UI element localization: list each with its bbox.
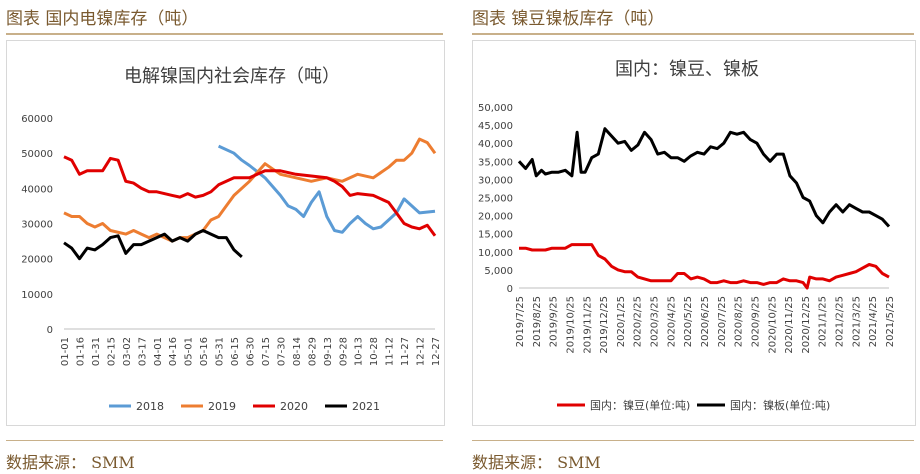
x-tick-label: 2020/10/25 [767,296,778,354]
x-tick-label: 06-15 [230,337,241,366]
y-tick-label: 0 [507,284,513,295]
y-tick-label: 50,000 [478,103,513,114]
legend-label: 国内：镍板(单位:吨) [730,398,830,412]
y-tick-label: 10000 [21,290,53,301]
legend-label: 2018 [136,400,164,413]
x-tick-label: 09-28 [338,337,349,366]
y-tick-label: 5,000 [484,266,513,277]
x-tick-label: 05-16 [199,337,210,366]
x-tick-label: 01-16 [75,337,86,366]
x-tick-label: 01-31 [91,337,102,366]
x-tick-label: 2021/4/25 [868,296,879,347]
legend-label: 国内：镍豆(单位:吨) [590,398,690,412]
x-tick-label: 04-01 [153,337,164,366]
y-tick-label: 20,000 [478,212,513,223]
x-tick-label: 2020/1/25 [616,296,627,347]
legend-label: 2020 [280,400,308,413]
y-tick-label: 40000 [21,184,53,195]
x-tick-label: 10-28 [369,337,380,366]
y-tick-label: 50000 [21,149,53,160]
x-tick-label: 05-31 [215,337,226,366]
y-tick-label: 20000 [21,255,53,266]
series-line-2020 [63,155,437,237]
left-chart-frame: 电解镍国内社会库存（吨） 0 10000 20000 30000 40000 50000 60… [6,40,445,426]
y-tick-label: 60000 [21,114,53,125]
y-tick-label: 40,000 [478,139,513,150]
x-tick-label: 2020/7/25 [717,296,728,347]
x-tick-label: 12-12 [416,337,427,366]
chart-title: 国内：镍豆、镍板 [615,59,759,80]
x-tick-label: 03-17 [137,337,148,366]
x-tick-label: 2020/9/25 [750,296,761,347]
x-tick-label: 05-01 [184,337,195,366]
y-tick-label: 30,000 [478,175,513,186]
y-tick-label: 45,000 [478,121,513,132]
beans-plates-chart: 国内：镍豆、镍板 0 5,000 10,000 15,000 20,000 25,000 30… [478,59,896,412]
series-line-国内：镍板(单位:吨) [517,127,891,228]
y-tick-label: 25,000 [478,194,513,205]
y-tick-label: 0 [47,325,53,336]
x-tick-label: 12-27 [431,337,442,366]
nickel-inventory-chart: 电解镍国内社会库存（吨） 0 10000 20000 30000 40000 50000 60… [21,66,442,413]
x-tick-label: 04-16 [168,337,179,366]
x-tick-label: 10-13 [354,337,365,366]
right-chart-frame: 国内：镍豆、镍板 0 5,000 10,000 15,000 20,000 25,000 30… [472,40,916,426]
left-source-text: 数据来源： SMM [6,453,135,472]
left-source-rule [6,440,443,441]
y-tick-label: 15,000 [478,230,513,241]
x-tick-label: 07-30 [276,337,287,366]
x-tick-label: 2020/5/25 [683,296,694,347]
right-panel-title: 图表 镍豆镍板库存（吨） [472,9,665,29]
y-tick-label: 10,000 [478,248,513,259]
x-tick-label: 06-30 [246,337,257,366]
x-tick-label: 03-02 [122,337,133,366]
series-line-2019 [63,137,437,243]
x-tick-label: 2019/8/25 [532,296,543,347]
y-tick-label: 35,000 [478,157,513,168]
legend-label: 2019 [208,400,236,413]
x-tick-label: 2020/2/25 [633,296,644,347]
x-tick-label: 2021/3/25 [851,296,862,347]
x-tick-label: 2019/12/25 [599,296,610,354]
right-source-rule [472,440,914,441]
x-tick-label: 2019/9/25 [549,296,560,347]
x-tick-label: 2019/11/25 [582,296,593,354]
x-tick-label: 2019/7/25 [515,296,526,347]
series-line-国内：镍豆(单位:吨) [519,243,890,290]
x-tick-label: 2020/8/25 [734,296,745,347]
x-tick-label: 2021/2/25 [835,296,846,347]
x-tick-label: 2020/12/25 [801,296,812,354]
x-tick-label: 2021/1/25 [818,296,829,347]
left-title-rule [6,33,443,35]
x-tick-label: 2020/6/25 [700,296,711,347]
x-tick-label: 08-14 [292,337,303,366]
x-tick-label: 2019/10/25 [565,296,576,354]
right-source-text: 数据来源： SMM [472,453,601,472]
legend-label: 2021 [352,400,380,413]
series-line-2021 [63,229,243,261]
x-tick-label: 11-12 [385,337,396,366]
x-tick-label: 08-29 [307,337,318,366]
x-tick-label: 07-15 [261,337,272,366]
right-title-rule [472,33,914,35]
x-tick-label: 2020/4/25 [666,296,677,347]
x-tick-label: 11-27 [400,337,411,366]
chart-title: 电解镍国内社会库存（吨） [124,66,340,87]
x-tick-label: 2020/3/25 [650,296,661,347]
x-tick-label: 02-15 [106,337,117,366]
x-tick-label: 01-01 [60,337,71,366]
x-tick-label: 09-13 [323,337,334,366]
x-tick-label: 2020/11/25 [784,296,795,354]
x-tick-label: 2021/5/25 [885,296,896,347]
left-panel-title: 图表 国内电镍库存（吨） [6,9,199,29]
y-tick-label: 30000 [21,220,53,231]
